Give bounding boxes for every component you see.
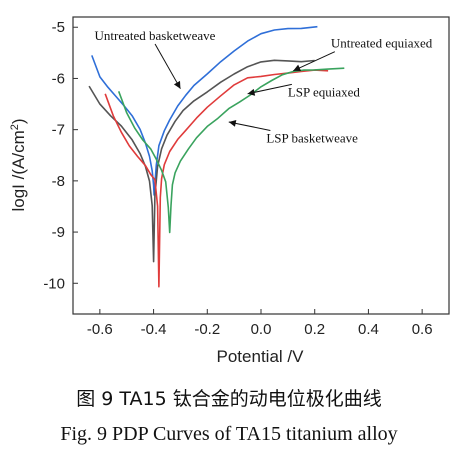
annotation-arrow-head <box>173 80 181 89</box>
annotation-label: Untreated equiaxed <box>331 36 433 51</box>
figure-caption-chinese: 图 9 TA15 钛合金的动电位极化曲线 <box>76 388 382 410</box>
series-line-untreated-equiaxed <box>88 59 315 263</box>
y-axis-title-sup: 2 <box>9 124 21 130</box>
ticks-layer: -0.6 -0.4 -0.2 0.0 0.2 0.4 0.6 -5 -6 -7 -8 -9 -10 <box>43 19 432 338</box>
x-tick-label: -0.6 <box>87 321 113 338</box>
y-axis-title: logI /(A/cm2) <box>9 118 28 211</box>
annotation-arrow-line <box>247 83 292 95</box>
annotation-arrow-line <box>293 51 336 72</box>
annotation-arrow-head <box>228 119 237 127</box>
x-tick-label: 0.4 <box>358 321 379 338</box>
y-tick-label: -8 <box>52 173 65 190</box>
annotation-arrow-line <box>228 121 271 131</box>
series-line-lsp-equiaxed <box>104 69 329 288</box>
series-line-untreated-basketweave <box>91 25 318 196</box>
annotation-label: LSP equiaxed <box>288 84 361 99</box>
y-tick-label: -6 <box>52 70 65 87</box>
plot-area <box>72 16 450 315</box>
x-tick-label: 0.0 <box>251 321 272 338</box>
annotation-arrow-head <box>247 88 256 96</box>
x-tick-label: 0.6 <box>412 321 433 338</box>
y-tick-label: -9 <box>52 224 65 241</box>
y-tick-label: -7 <box>52 122 65 139</box>
x-tick-label: -0.2 <box>194 321 220 338</box>
y-tick-label: -5 <box>52 19 65 36</box>
series-layer <box>88 25 345 288</box>
annotation-layer: Untreated basketweave Untreated equiaxed L… <box>94 28 432 145</box>
y-axis-title-base: logI /(A/cm <box>9 130 28 211</box>
annotation-label: Untreated basketweave <box>94 28 215 43</box>
x-tick-label: -0.4 <box>141 321 167 338</box>
annotation-label: LSP basketweave <box>266 130 358 145</box>
y-tick-label: -10 <box>43 275 65 292</box>
annotation-arrow-line <box>154 43 181 89</box>
figure-caption-english: Fig. 9 PDP Curves of TA15 titanium alloy <box>60 423 398 445</box>
y-axis-title-end: ) <box>9 118 28 124</box>
annotation-arrow-head <box>293 64 302 72</box>
series-line-lsp-basketweave <box>117 67 345 234</box>
x-tick-label: 0.2 <box>304 321 325 338</box>
x-axis-title: Potential /V <box>217 347 305 366</box>
